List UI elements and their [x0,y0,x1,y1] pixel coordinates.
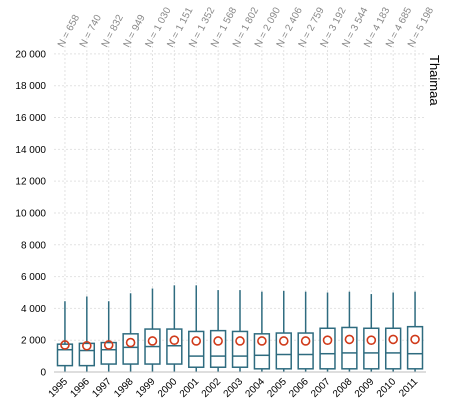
x-tick-label: 2001 [178,376,202,400]
y-tick-label: 4 000 [21,304,46,315]
grid-lines [54,38,426,373]
mean-marker [322,335,333,345]
iqr-box [78,342,96,367]
box-2011 [406,291,424,372]
x-tick-label: 2005 [265,376,289,400]
iqr-box [166,328,183,365]
x-tick-label: 2007 [309,376,333,400]
box-2001 [188,285,205,372]
y-tick-label: 10 000 [15,208,46,219]
iqr-box [363,327,380,370]
iqr-box [209,329,227,368]
box-2000 [166,285,183,372]
box-2003 [231,290,249,372]
box-2008 [341,291,358,372]
iqr-box [100,341,117,365]
y-tick-label: 18 000 [15,81,46,92]
x-tick-label: 2002 [200,376,224,400]
mean-marker [366,335,377,345]
box-1996 [78,296,96,372]
mean-marker [213,336,223,346]
x-tick-label: 2009 [353,376,377,400]
y-tick-label: 8 000 [21,240,46,251]
iqr-box [384,327,402,370]
panel-label: Thaimaa [427,55,442,106]
box-1999 [144,288,161,372]
x-tick-label: 1998 [112,376,136,400]
x-tick-label: 2003 [222,376,246,400]
mean-marker [410,334,420,345]
mean-marker [235,336,245,346]
x-tick-label: 2010 [375,376,399,400]
box-1995 [56,301,74,372]
y-axis: 0 2 000 4 000 6 000 8 000 10 000 12 000 14 000 1… [15,49,46,378]
box-2010 [384,292,402,372]
mean-marker [344,334,355,345]
mean-marker [103,340,114,350]
x-tick-label: 1999 [134,376,158,400]
box-2004 [253,291,271,372]
y-tick-label: 12 000 [15,177,46,188]
y-tick-label: 6 000 [21,272,46,283]
box-2006 [297,291,314,372]
iqr-box [275,332,292,370]
iqr-box [319,327,336,370]
y-tick-label: 16 000 [15,113,46,124]
mean-marker [147,336,158,346]
mean-marker [300,336,311,346]
box-series [56,285,424,372]
box-1998 [122,293,139,372]
mean-marker [278,336,289,346]
x-tick-label: 2000 [156,376,180,400]
mean-marker [169,335,180,345]
y-tick-label: 14 000 [15,145,46,156]
y-tick-label: 2 000 [21,336,46,347]
y-tick-label: 20 000 [15,49,46,60]
iqr-box [56,343,74,367]
mean-marker [60,340,70,350]
iqr-box [406,325,424,370]
x-tick-label: 2006 [287,376,311,400]
iqr-box [297,332,314,370]
box-2005 [275,290,292,372]
mean-marker [82,340,92,351]
x-tick-label: 1996 [68,376,92,400]
x-tick-label: 2011 [397,376,420,399]
mean-marker [388,334,398,345]
x-tick-label: 1997 [90,376,114,400]
box-2007 [319,292,336,372]
mean-marker [191,336,202,346]
box-2002 [209,290,227,372]
y-tick-label: 0 [40,368,46,379]
x-tick-label: 1995 [47,376,71,400]
x-axis: 1995199619971998199920002001200220032004… [47,371,426,400]
mean-marker [125,337,136,348]
box-2009 [363,294,380,372]
x-tick-label: 2004 [243,376,267,400]
iqr-box [341,326,358,370]
x-tick-label: 2008 [331,376,355,400]
mean-marker [257,336,267,346]
box-1997 [100,301,117,372]
iqr-box [253,333,271,370]
